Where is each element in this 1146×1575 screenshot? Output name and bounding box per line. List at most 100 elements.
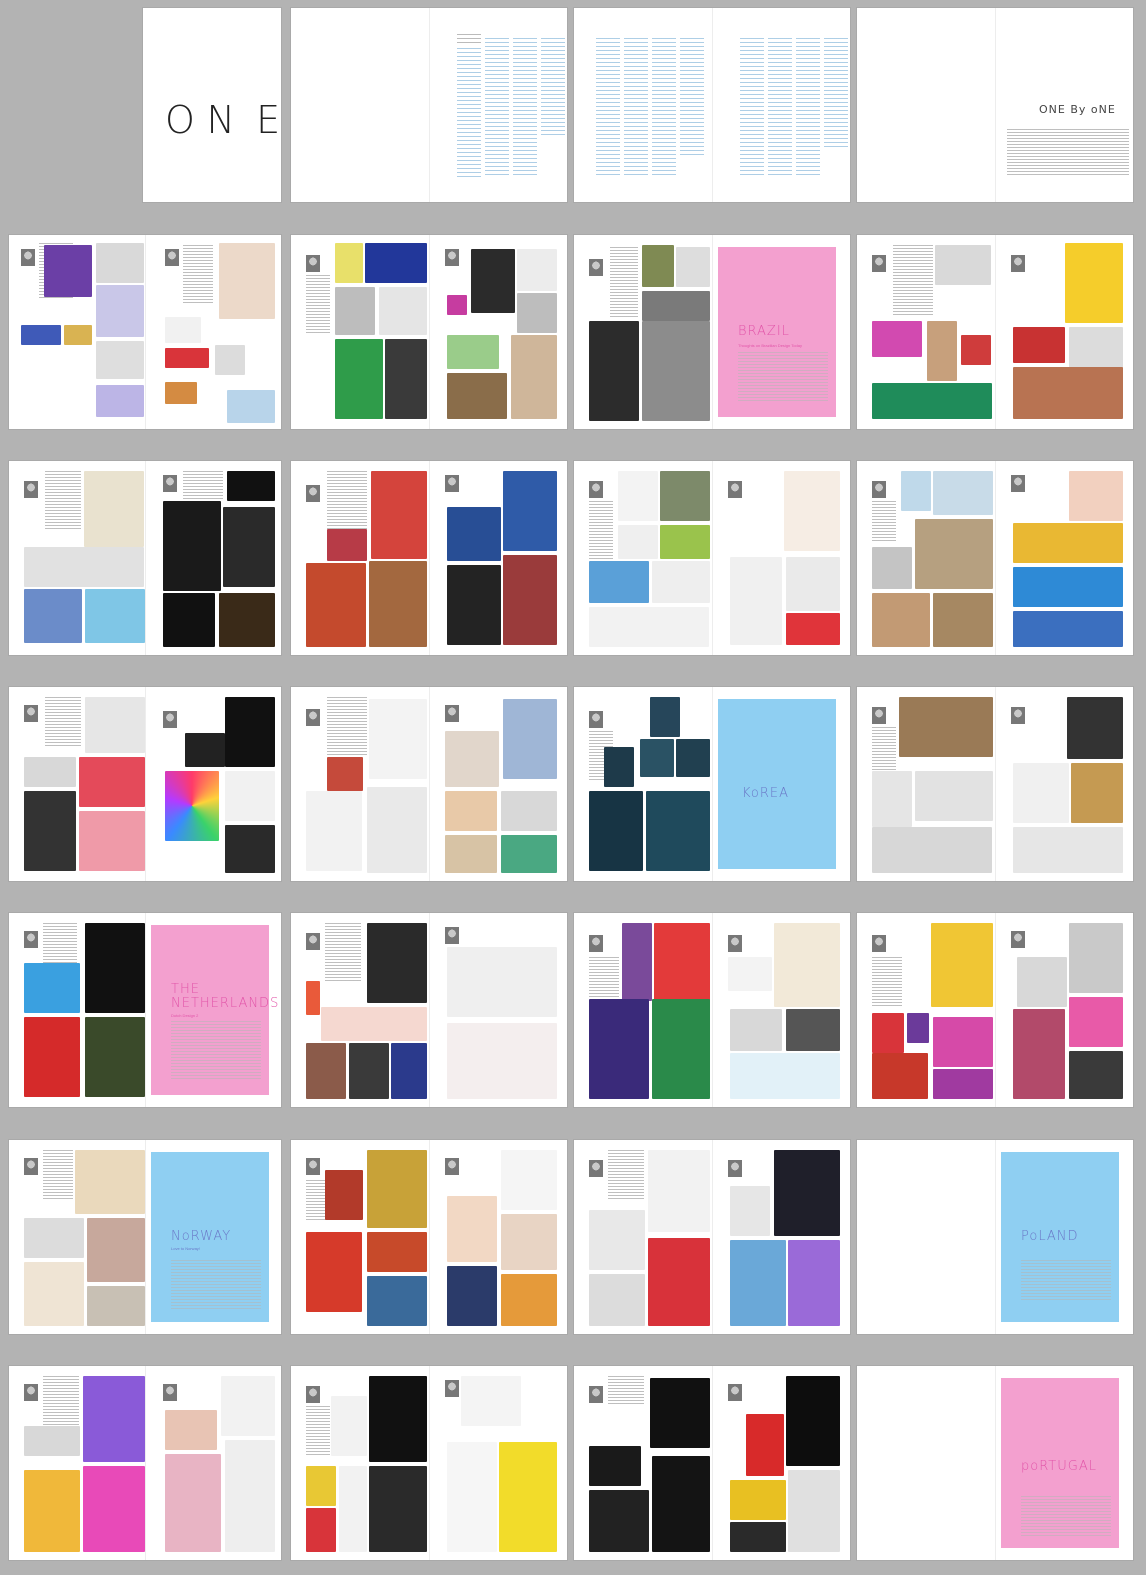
artwork-image [21, 325, 61, 345]
artwork-image [1013, 327, 1065, 363]
artwork-image [87, 1286, 145, 1326]
artwork-image [83, 1466, 145, 1552]
artwork-image [788, 1470, 840, 1552]
designer-portrait [24, 705, 38, 722]
artwork-image [503, 555, 557, 645]
designer-portrait [24, 1384, 38, 1401]
designer-portrait [1011, 255, 1025, 272]
spread-r2-4 [857, 235, 1133, 429]
designer-portrait [589, 1386, 603, 1403]
body-text [43, 1376, 79, 1426]
index-column [796, 38, 820, 178]
artwork-image [660, 471, 710, 521]
artwork-image [501, 1274, 557, 1326]
spread-gutter [429, 461, 430, 655]
artwork-image [385, 339, 427, 419]
designer-portrait [728, 481, 742, 498]
artwork-image [79, 811, 145, 871]
artwork-image [604, 747, 634, 787]
index-column [680, 38, 704, 158]
artwork-image [223, 507, 275, 587]
country-subtitle: Thoughts on Brazilian Design Today [738, 343, 802, 348]
artwork-image [84, 471, 144, 547]
spread-gutter [995, 8, 996, 202]
spread-gutter [712, 687, 713, 881]
artwork-image [676, 247, 710, 287]
artwork-image [935, 245, 991, 285]
spread-r2-2 [291, 235, 567, 429]
artwork-image [872, 547, 912, 589]
cover-title: O N E B y o N E [165, 20, 281, 202]
artwork-image [165, 1410, 217, 1450]
spread-gutter [995, 461, 996, 655]
artwork-image [1017, 957, 1067, 1007]
artwork-image [445, 731, 499, 787]
artwork-image [447, 1442, 497, 1552]
artwork-image [501, 791, 557, 831]
artwork-image [306, 563, 366, 647]
artwork-image [786, 613, 840, 645]
artwork-image [64, 325, 92, 345]
artwork-image [1013, 523, 1123, 563]
artwork-image [365, 243, 427, 283]
index-spread-1 [291, 8, 567, 202]
country-name: BRAZIL [738, 324, 790, 339]
artwork-image [447, 1266, 497, 1326]
country-name: poRTUGAL [1021, 1459, 1097, 1474]
artwork-image [1069, 1051, 1123, 1099]
artwork-image [24, 1262, 84, 1326]
artwork-image [44, 245, 92, 297]
designer-portrait [165, 249, 179, 266]
country-text [171, 1021, 261, 1081]
artwork-image [165, 1454, 221, 1552]
artwork-image [872, 1013, 904, 1053]
artwork-image [788, 1240, 840, 1326]
artwork-image [872, 827, 992, 873]
artwork-image [640, 739, 674, 777]
artwork-image [225, 771, 275, 821]
artwork-image [915, 771, 993, 821]
spread-r5-4 [857, 913, 1133, 1107]
index-column [457, 48, 481, 180]
spread-gutter [429, 235, 430, 429]
artwork-image [445, 791, 497, 831]
spread-gutter [712, 913, 713, 1107]
artwork-image [367, 1232, 427, 1272]
body-text [872, 957, 902, 1007]
spread-r7-3 [574, 1366, 850, 1560]
artwork-image [96, 341, 144, 379]
artwork-image [306, 1043, 346, 1099]
artwork-image [730, 1186, 770, 1236]
cover-title-line: O N E [165, 98, 281, 142]
body-text [45, 471, 81, 531]
spread-gutter [429, 1140, 430, 1334]
designer-portrait [872, 255, 886, 272]
artwork-image [499, 1442, 557, 1552]
artwork-image [447, 507, 501, 561]
designer-portrait [589, 711, 603, 728]
designer-portrait [445, 705, 459, 722]
artwork-image [306, 1232, 362, 1312]
index-column [740, 38, 764, 178]
country-page-portugal: poRTUGAL [1001, 1378, 1119, 1548]
artwork-image [730, 1009, 782, 1051]
designer-portrait [24, 931, 38, 948]
designer-portrait [445, 927, 459, 944]
spread-gutter [995, 235, 996, 429]
spread-r6-4-poland: PoLAND [857, 1140, 1133, 1334]
artwork-image [786, 1009, 840, 1051]
artwork-image [371, 471, 427, 559]
spread-gutter [145, 913, 146, 1107]
index-column [624, 38, 648, 178]
artwork-image [1069, 923, 1123, 993]
country-text [738, 352, 828, 402]
artwork-image [1069, 471, 1123, 521]
artwork-image [907, 1013, 929, 1043]
artwork-image [339, 1466, 367, 1552]
artwork-image [730, 1053, 840, 1099]
artwork-image [24, 791, 76, 871]
body-text [325, 923, 361, 983]
designer-portrait [872, 481, 886, 498]
artwork-image [746, 1414, 784, 1476]
index-spread-2 [574, 8, 850, 202]
